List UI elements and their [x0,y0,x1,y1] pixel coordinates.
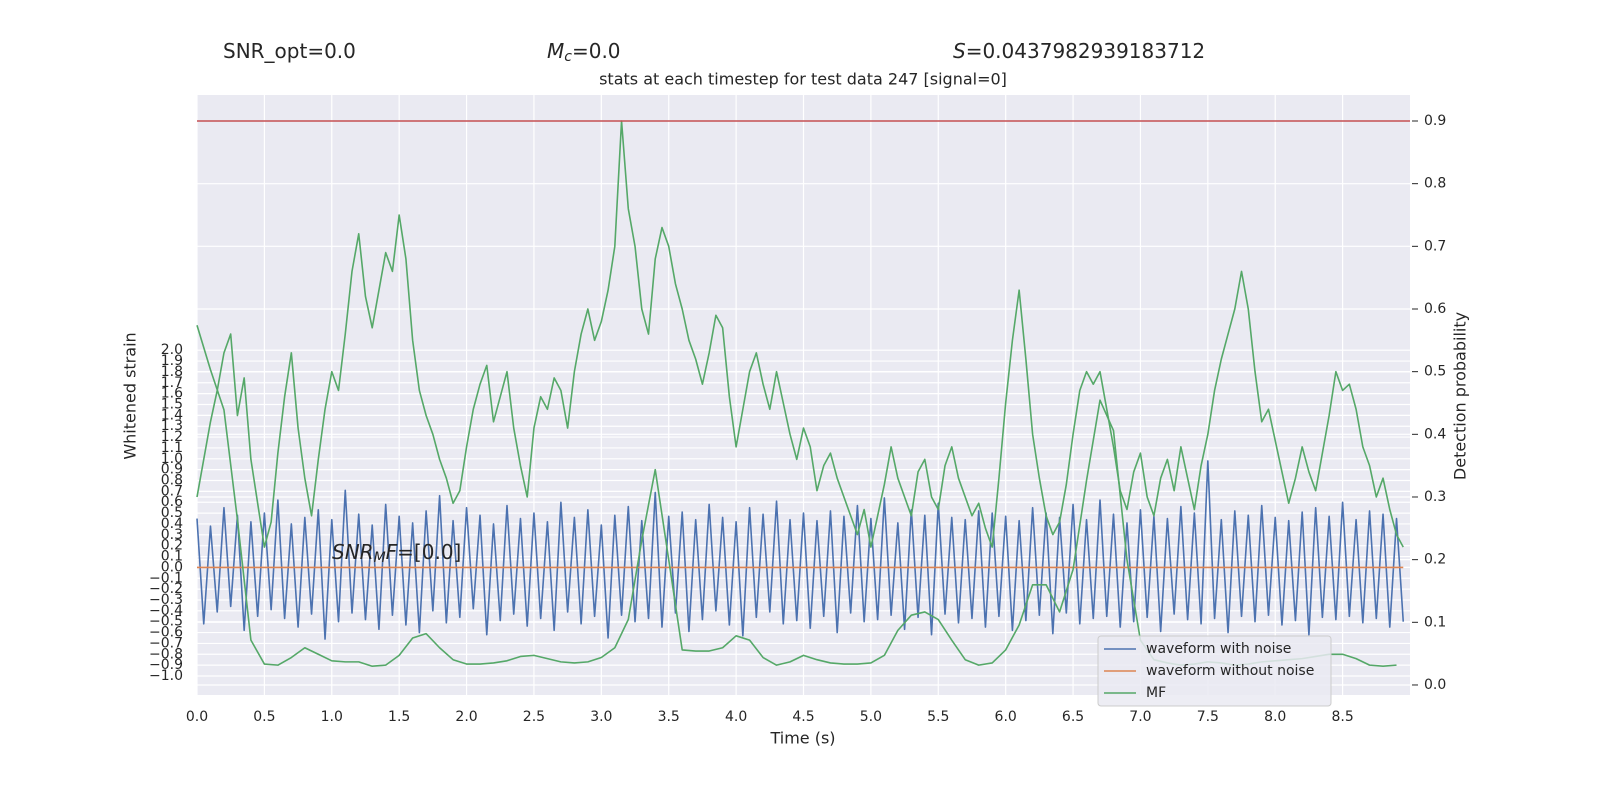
marks [196,120,1410,668]
y2-tick-label: 0.0 [1424,677,1446,693]
y-tick-label: 1.3 [161,418,183,434]
y-tick-label: 0.0 [161,559,183,575]
annotation-part: S [953,39,966,63]
x-tick-label: 2.0 [455,709,477,725]
y-tick-label: −0.1 [149,570,183,586]
x-tick-label: 7.5 [1197,709,1219,725]
x-tick-label: 1.5 [388,709,410,725]
y-tick-label: 1.4 [161,407,183,423]
y-tick-label: 1.6 [161,386,183,402]
annotation-part: =0.0437982939183712 [966,39,1205,63]
y-tick-label: −0.6 [149,625,183,641]
y-axis-label: Whitened strain [121,332,140,459]
y-tick-label: 0.3 [161,527,183,543]
y-tick-label: 0.7 [161,483,183,499]
y-tick-label: −0.4 [149,603,183,619]
y-tick-label: 0.6 [161,494,183,510]
x-tick-label: 5.5 [927,709,949,725]
y-tick-label: 1.7 [161,375,183,391]
series-line [196,120,1404,548]
y2-tick-label: 0.1 [1424,614,1446,630]
y2-tick-label: 0.2 [1424,552,1446,568]
legend-label: waveform without noise [1146,663,1314,679]
x-tick-label: 2.5 [523,709,545,725]
chart-title: stats at each timestep for test data 247… [599,70,1007,89]
y-tick-label: 1.9 [161,353,183,369]
x-tick-label: 0.5 [253,709,275,725]
y-tick-label: −1.0 [149,668,183,684]
x-tick-label: 5.0 [860,709,882,725]
x-tick-label: 1.0 [321,709,343,725]
x-tick-label: 7.0 [1129,709,1151,725]
x-tick-label: 4.5 [792,709,814,725]
legend: waveform with noise waveform without nois… [1097,635,1332,707]
y-tick-label: 0.2 [161,538,183,554]
y-tick-label: 1.2 [161,429,183,445]
y2-tick-label: 0.8 [1424,176,1446,192]
y-tick-label: 0.1 [161,549,183,565]
legend-label: MF [1146,685,1166,701]
y-tick-label: 1.1 [161,440,183,456]
annotation-part: M [374,550,386,566]
y-tick-label: −0.3 [149,592,183,608]
x-tick-label: 3.5 [658,709,680,725]
y-tick-label: 1.5 [161,397,183,413]
y2-tick-label: 0.5 [1424,364,1446,380]
y-tick-label: 1.8 [161,364,183,380]
y-tick-label: 0.4 [161,516,183,532]
legend-box [1097,635,1332,707]
y-tick-label: 0.9 [161,462,183,478]
y2-tick-label: 0.7 [1424,238,1446,254]
annotation-part: =0.0 [572,39,621,63]
y2-tick-label: 0.9 [1424,113,1446,129]
x-tick-label: 0.0 [186,709,208,725]
annotation: Mc=0.0 [547,39,621,66]
annotation-part: =[0.0] [397,540,461,564]
y-tick-label: −0.2 [149,581,183,597]
y-tick-label: −0.8 [149,646,183,662]
annotation-part: M [547,39,564,63]
legend-label: waveform with noise [1146,641,1291,657]
y-tick-label: −0.9 [149,657,183,673]
x-tick-label: 8.5 [1331,709,1353,725]
y2-tick-label: 0.4 [1424,426,1446,442]
x-tick-label: 3.0 [590,709,612,725]
y-tick-label: 0.8 [161,473,183,489]
y-tick-label: −0.7 [149,635,183,651]
x-tick-label: 6.0 [995,709,1017,725]
x-tick-label: 4.0 [725,709,747,725]
y-tick-label: 0.5 [161,505,183,521]
y2-tick-label: 0.3 [1424,489,1446,505]
annotation-part: F [386,540,398,564]
annotation: SNRMF=[0.0] [332,540,461,567]
annotation-part: c [564,49,572,65]
x-tick-label: 8.0 [1264,709,1286,725]
annotation: S=0.0437982939183712 [953,39,1205,63]
y-tick-label: 1.0 [161,451,183,467]
y-tick-label: −0.5 [149,614,183,630]
y2-tick-label: 0.6 [1424,301,1446,317]
annotation-part: SNR_opt=0.0 [223,39,356,63]
y-tick-label: 2.0 [161,342,183,358]
annotation: SNR_opt=0.0 [223,39,356,63]
y2-axis-label: Detection probability [1451,312,1470,480]
x-axis-label: Time (s) [769,729,835,748]
annotation-part: SNR [332,540,374,564]
labels: 0.0 0.5 1.0 1.5 2.0 2.5 3.0 3.5 4.0 4.5 5.0 5.5 6.0 6… [149,113,1446,725]
x-tick-label: 6.5 [1062,709,1084,725]
